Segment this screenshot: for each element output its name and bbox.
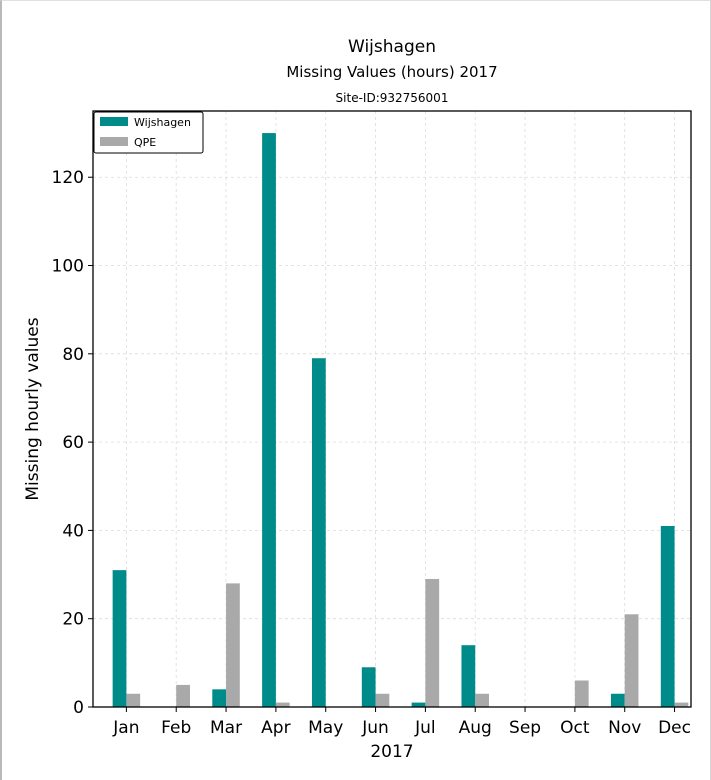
y-tick-label: 40 — [62, 521, 84, 541]
y-tick-label: 60 — [62, 433, 84, 453]
x-tick-label: May — [308, 718, 343, 738]
y-tick-label: 80 — [62, 345, 84, 365]
plot-area-border — [92, 110, 692, 708]
bar-wijshagen-apr — [262, 133, 276, 707]
legend-swatch-wijshagen — [100, 117, 128, 126]
bars — [112, 133, 689, 707]
bar-wijshagen-dec — [660, 525, 675, 707]
y-tick-label: 120 — [52, 168, 84, 188]
y-tick-label: 100 — [52, 257, 84, 277]
legend-label-qpe: QPE — [134, 136, 156, 149]
x-tick-label: Jun — [361, 718, 389, 738]
x-tick-label: Aug — [459, 718, 492, 738]
y-tick-label: 20 — [62, 610, 84, 630]
bar-wijshagen-jan — [112, 570, 127, 707]
bar-wijshagen-jun — [361, 667, 376, 707]
bar-qpe-mar — [226, 583, 240, 707]
legend-label-wijshagen: Wijshagen — [134, 116, 191, 129]
bar-qpe-oct — [574, 680, 589, 707]
x-axis-label: 2017 — [370, 742, 413, 762]
bar-wijshagen-may — [311, 358, 326, 707]
bar-qpe-aug — [475, 693, 489, 707]
x-tick-label: Jan — [112, 718, 139, 738]
x-tick-label: Feb — [161, 718, 191, 738]
bar-qpe-nov — [624, 614, 639, 707]
bar-qpe-jun — [375, 693, 390, 707]
legend-swatch-qpe — [100, 137, 128, 146]
bar-qpe-jul — [425, 578, 440, 707]
x-tick-label: Mar — [210, 718, 242, 738]
bar-wijshagen-jul — [411, 702, 426, 707]
bar-qpe-jan — [126, 693, 141, 707]
y-tick-label: 0 — [73, 698, 84, 718]
x-tick-label: Dec — [658, 718, 691, 738]
chart-subtitle: Missing Values (hours) 2017 — [286, 63, 497, 81]
grid-lines — [93, 111, 691, 708]
x-tick-label: Nov — [608, 718, 641, 738]
bar-qpe-apr — [275, 702, 290, 707]
x-tick-label: Oct — [560, 718, 590, 738]
bar-wijshagen-mar — [212, 689, 227, 707]
bar-qpe-dec — [674, 702, 689, 707]
bar-wijshagen-nov — [610, 693, 625, 707]
x-axis-ticks: Jan Feb Mar Apr May Jun Jul Aug Sep Oct Nov Dec — [112, 707, 691, 738]
site-id-label: Site-ID:932756001 — [336, 91, 449, 105]
x-tick-label: Apr — [261, 718, 290, 738]
x-tick-label: Jul — [414, 718, 436, 738]
x-tick-label: Sep — [509, 718, 541, 738]
y-axis-ticks: 0 20 40 60 80 100 120 — [52, 168, 93, 718]
bar-wijshagen-aug — [461, 645, 476, 707]
legend: Wijshagen QPE — [93, 111, 204, 154]
y-axis-label: Missing hourly values — [23, 317, 43, 500]
chart-title: Wijshagen — [348, 37, 436, 57]
bar-qpe-feb — [176, 684, 190, 707]
